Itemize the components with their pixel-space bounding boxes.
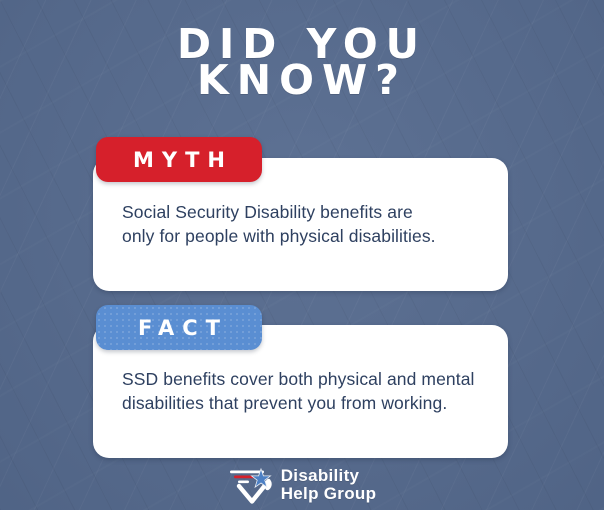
brand-logo: Disability Help Group xyxy=(0,464,604,506)
brand-name-line-1: Disability xyxy=(280,466,360,485)
page-title-line-2: KNOW? xyxy=(197,56,407,104)
shield-chevron xyxy=(236,478,272,504)
myth-text: Social Security Disability benefits are … xyxy=(122,200,490,248)
shield-star-icon xyxy=(229,467,272,504)
myth-text-line-2: only for people with physical disabiliti… xyxy=(122,226,436,246)
stripe-white-short xyxy=(237,480,249,484)
page-title-line-1: DID YOU xyxy=(177,20,427,68)
fact-text-line-2: disabilities that prevent you from worki… xyxy=(122,393,448,413)
brand-name: Disability Help Group xyxy=(281,467,377,503)
myth-text-line-1: Social Security Disability benefits are xyxy=(122,202,413,222)
page-title: DID YOU KNOW? xyxy=(0,20,604,104)
fact-text-line-1: SSD benefits cover both physical and men… xyxy=(122,369,475,389)
stripe-white-top xyxy=(229,470,264,474)
fact-badge: FACT xyxy=(96,305,262,350)
brand-name-line-2: Help Group xyxy=(280,484,377,503)
myth-badge: MYTH xyxy=(96,137,262,182)
fact-text: SSD benefits cover both physical and men… xyxy=(122,367,490,415)
star xyxy=(250,467,272,489)
